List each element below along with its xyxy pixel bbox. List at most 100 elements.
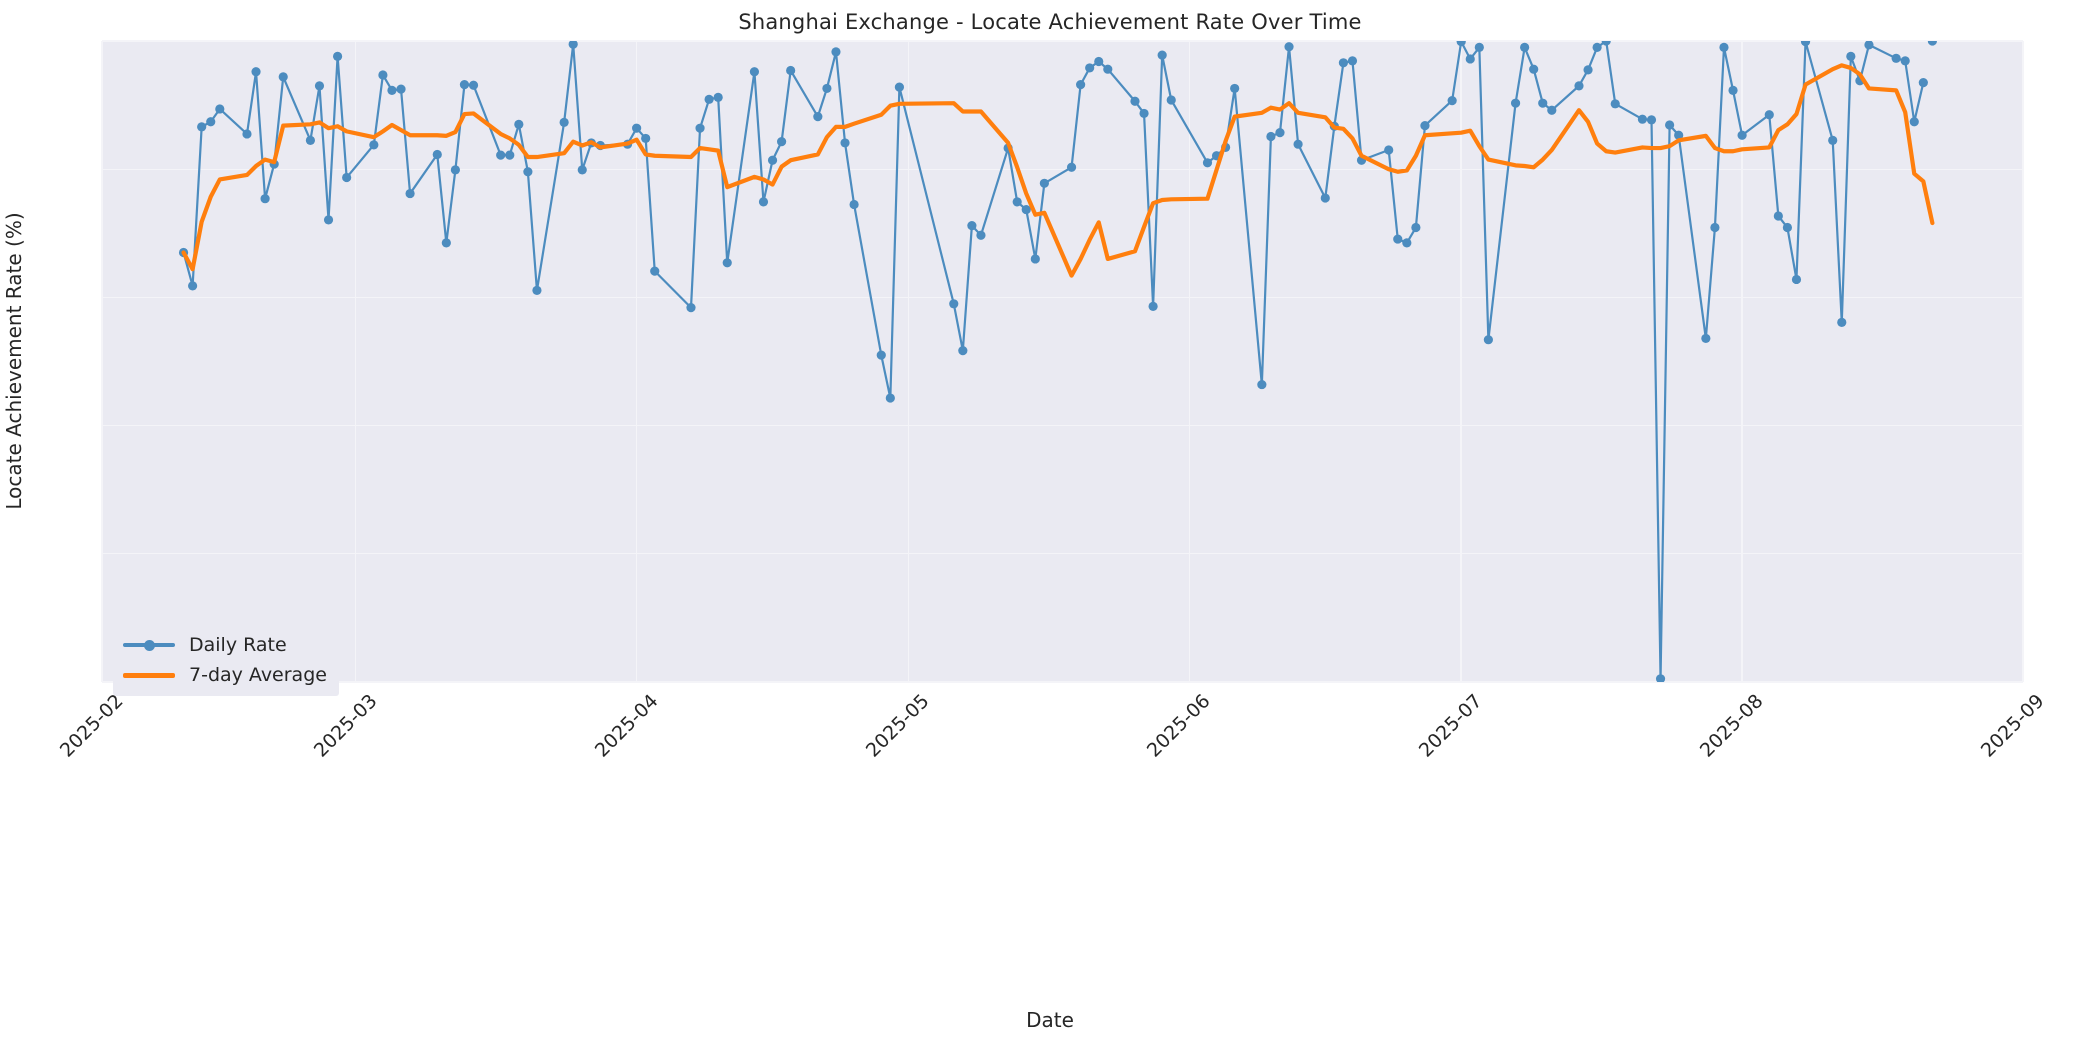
data-point	[206, 117, 216, 127]
data-point	[1130, 96, 1140, 106]
data-point	[197, 122, 207, 132]
series-svg	[178, 41, 1937, 682]
data-point	[1828, 135, 1838, 145]
data-point	[650, 266, 660, 276]
x-tick-label: 2025-07	[1415, 690, 1487, 762]
data-point	[786, 65, 796, 76]
grid-lines	[101, 40, 2024, 683]
data-point	[1574, 81, 1584, 91]
data-point	[686, 303, 696, 313]
data-point	[1347, 56, 1358, 66]
data-point	[459, 79, 470, 90]
data-point	[1166, 95, 1176, 105]
data-point	[1275, 128, 1285, 138]
data-point	[369, 140, 379, 150]
data-point	[1284, 42, 1294, 52]
data-point	[1918, 78, 1928, 88]
data-point	[396, 84, 406, 94]
x-tick-label: 2025-04	[590, 690, 663, 762]
data-point	[1900, 56, 1910, 66]
x-tick-label: 2025-06	[1143, 690, 1215, 762]
data-point	[876, 350, 886, 360]
data-point	[1085, 63, 1095, 73]
data-point	[767, 155, 778, 165]
data-point	[1202, 158, 1213, 168]
data-point	[1773, 211, 1783, 221]
data-point	[1266, 131, 1276, 142]
data-point	[1030, 254, 1040, 264]
data-point	[1066, 162, 1077, 172]
data-point	[1483, 335, 1493, 345]
data-point	[505, 150, 515, 160]
data-point	[1655, 674, 1666, 682]
legend-swatch-daily-rate	[123, 636, 175, 654]
data-point	[260, 194, 270, 204]
data-point	[1601, 41, 1611, 46]
y-axis-label: Locate Achievement Rate (%)	[2, 212, 26, 510]
data-point	[1338, 58, 1348, 68]
data-point	[1927, 41, 1937, 46]
grid-line-h	[102, 681, 2023, 683]
data-point	[1447, 96, 1457, 106]
data-point	[1257, 379, 1267, 390]
data-point	[885, 393, 895, 403]
grid-line-v	[355, 41, 357, 682]
data-point	[1728, 85, 1738, 95]
x-tick-label: 2025-08	[1695, 690, 1768, 762]
legend-item-7-day-average[interactable]: 7-day Average	[123, 660, 327, 690]
data-point	[1510, 98, 1521, 108]
plot-area	[101, 40, 2024, 683]
data-point	[1039, 178, 1049, 188]
data-point	[713, 92, 723, 103]
data-point	[894, 82, 905, 92]
data-point	[1800, 41, 1811, 47]
data-point	[1076, 79, 1086, 90]
series-line-7-day-average	[181, 63, 1935, 278]
legend-swatch-7-day-average	[123, 666, 175, 684]
data-point	[1320, 193, 1330, 203]
x-tick-label: 2025-09	[1976, 690, 2049, 762]
data-point	[1094, 56, 1104, 67]
grid-line-v	[2022, 41, 2024, 682]
data-point	[1583, 65, 1593, 75]
data-point	[514, 119, 524, 129]
data-point	[1891, 53, 1901, 63]
data-point	[1230, 83, 1240, 94]
x-tick-label: 2025-03	[309, 690, 382, 762]
data-point	[758, 197, 769, 207]
data-point	[822, 83, 832, 94]
data-point	[1782, 222, 1793, 233]
data-point	[1103, 64, 1113, 74]
grid-line-h	[102, 168, 2023, 170]
data-point	[496, 150, 506, 160]
data-point	[949, 299, 959, 309]
data-point	[1538, 98, 1548, 108]
data-point	[332, 51, 343, 61]
data-point	[641, 133, 651, 144]
legend-item-daily-rate[interactable]: Daily Rate	[123, 630, 327, 660]
data-point	[777, 137, 787, 147]
data-point	[188, 281, 198, 291]
chart-legend: Daily Rate 7-day Average	[113, 624, 339, 696]
data-point	[749, 67, 760, 77]
x-axis-label: Date	[1026, 1008, 1074, 1032]
data-point	[278, 72, 288, 82]
data-point	[1384, 145, 1394, 155]
data-point	[387, 85, 397, 95]
data-point	[632, 123, 642, 133]
data-point	[1402, 238, 1412, 248]
data-point	[976, 230, 986, 240]
legend-label-7-day-average: 7-day Average	[189, 664, 327, 686]
data-point	[1665, 120, 1675, 130]
data-point	[849, 199, 859, 210]
data-point	[1846, 51, 1856, 61]
data-point	[1420, 121, 1430, 131]
data-point	[1864, 41, 1874, 50]
grid-line-h	[102, 553, 2023, 555]
data-point	[523, 167, 533, 177]
data-point	[840, 138, 850, 148]
x-tick-label: 2025-05	[862, 690, 935, 762]
data-point	[577, 165, 587, 175]
grid-line-v	[1188, 41, 1191, 682]
data-point	[1610, 99, 1620, 109]
